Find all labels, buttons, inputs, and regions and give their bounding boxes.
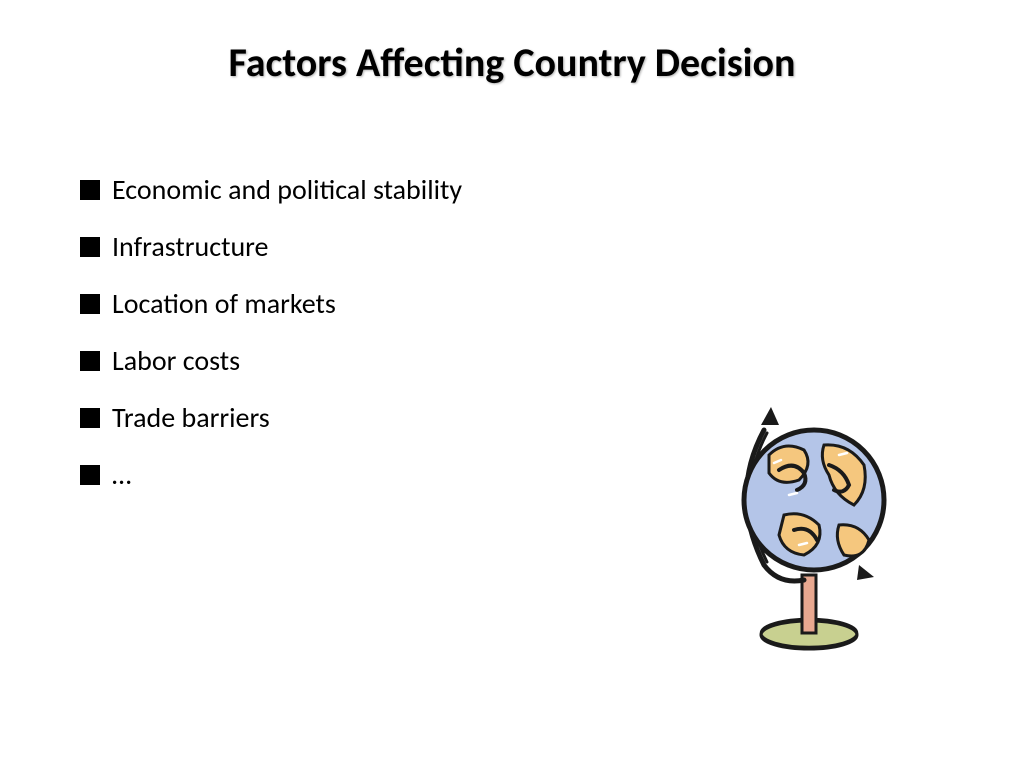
bullet-marker-icon	[80, 180, 100, 200]
bullet-text: …	[112, 457, 131, 492]
bullet-marker-icon	[80, 408, 100, 428]
bullet-marker-icon	[80, 351, 100, 371]
list-item: Infrastructure	[80, 229, 1024, 264]
bullet-marker-icon	[80, 465, 100, 485]
list-item: Location of markets	[80, 286, 1024, 321]
bullet-text: Economic and political stability	[112, 172, 462, 207]
list-item: Economic and political stability	[80, 172, 1024, 207]
bullet-text: Trade barriers	[112, 400, 270, 435]
bullet-text: Location of markets	[112, 286, 336, 321]
bullet-text: Infrastructure	[112, 229, 269, 264]
bullet-marker-icon	[80, 294, 100, 314]
globe-icon	[709, 395, 909, 655]
list-item: Labor costs	[80, 343, 1024, 378]
bullet-text: Labor costs	[112, 343, 240, 378]
slide-title: Factors Affecting Country Decision	[0, 0, 1024, 87]
bullet-marker-icon	[80, 237, 100, 257]
